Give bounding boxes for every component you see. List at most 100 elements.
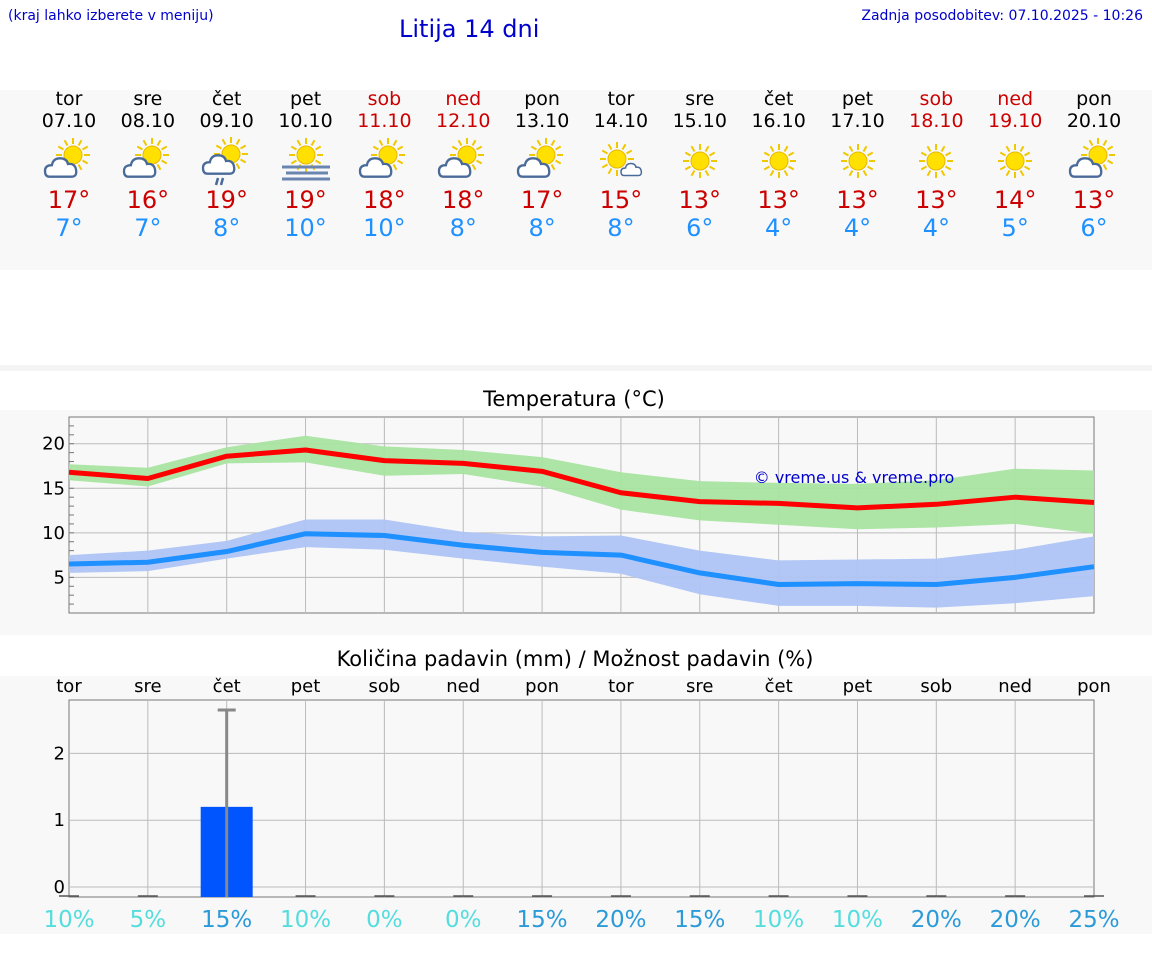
max-temperature: 16°: [126, 186, 170, 214]
cloud-glyph: [201, 154, 236, 175]
day-date: 13.10: [514, 110, 570, 132]
x-day-label: sre: [686, 676, 713, 697]
max-temperature: 13°: [678, 186, 722, 214]
min-temperature: 8°: [607, 214, 635, 242]
min-temperature: 8°: [213, 214, 241, 242]
max-temperature-line: [68, 447, 1095, 511]
day-date: 10.10: [278, 110, 333, 132]
max-temperature: 13°: [1072, 186, 1116, 214]
min-temperature: 7°: [134, 214, 162, 242]
sun-glyph: [919, 144, 954, 178]
sun-cloud-icon: [39, 136, 99, 186]
precipitation-probability: 15%: [517, 907, 568, 933]
day-column: ned 12.10 18° 8°: [423, 88, 503, 242]
day-date: 19.10: [987, 110, 1043, 132]
min-temperature: 6°: [686, 214, 714, 242]
max-temperature: 17°: [47, 186, 91, 214]
day-date: 09.10: [199, 110, 254, 132]
min-temperature-line: [68, 531, 1095, 587]
day-column: tor 07.10 17° 7°: [29, 88, 109, 242]
divider: [0, 365, 1152, 371]
temperature-chart-title: Temperatura (°C): [483, 387, 665, 411]
sun-icon: [749, 136, 809, 186]
day-date: 08.10: [120, 110, 176, 132]
day-name: sob: [919, 88, 954, 110]
max-temperature: 19°: [205, 186, 248, 214]
min-temperature: 8°: [528, 214, 556, 242]
max-temperature: 13°: [915, 186, 958, 214]
day-name: pon: [524, 88, 560, 110]
y-tick-label: 0: [54, 877, 65, 898]
precipitation-chart: tor sre čet pet sob ned pon tor sre čet pet sob ned p…: [43, 676, 1119, 933]
day-date: 14.10: [593, 110, 649, 132]
sun-glyph: [371, 138, 406, 172]
min-temperature: 4°: [922, 214, 950, 242]
x-day-label: pet: [843, 676, 873, 697]
x-day-label: ned: [998, 676, 1032, 697]
day-date: 16.10: [751, 110, 806, 132]
y-tick-label: 5: [54, 567, 65, 588]
min-temperature: 10°: [284, 214, 327, 242]
sun-glyph: [288, 138, 323, 172]
cloud-glyph: [438, 157, 472, 178]
day-column: pet 10.10 19° 10°: [266, 88, 346, 242]
max-temperature: 18°: [363, 186, 406, 214]
day-date: 17.10: [830, 110, 885, 132]
day-name: sob: [367, 88, 402, 110]
sun-icon: [985, 136, 1045, 186]
day-name: ned: [997, 88, 1034, 110]
x-day-label: sob: [368, 676, 400, 697]
precipitation-probability: 10%: [753, 907, 804, 933]
cloud-glyph: [359, 157, 393, 178]
y-tick-label: 1: [54, 810, 65, 831]
max-temperature: 19°: [284, 186, 327, 214]
day-column: sre 08.10 16° 7°: [108, 88, 188, 242]
sun-cloud-icon: [1064, 136, 1124, 186]
precipitation-probability: 0%: [366, 907, 403, 933]
sun-cloud-icon: [512, 136, 572, 186]
min-temperature: 4°: [765, 214, 793, 242]
day-column: pon 20.10 13° 6°: [1054, 88, 1134, 242]
day-column: čet 09.10 19° 8°: [187, 88, 267, 242]
precipitation-probability: 10%: [832, 907, 883, 933]
cloud-glyph: [516, 157, 551, 178]
min-temperature: 10°: [363, 214, 406, 242]
sun-icon: [670, 136, 730, 186]
max-temperature: 13°: [836, 186, 879, 214]
page-title: Litija 14 dni: [399, 15, 540, 43]
day-column: pon 13.10 17° 8°: [502, 88, 582, 242]
location-hint: (kraj lahko izberete v meniju): [8, 8, 214, 24]
max-temperature: 14°: [993, 186, 1037, 214]
sun-icon: [906, 136, 966, 186]
x-day-label: tor: [608, 676, 634, 697]
cloud-glyph: [43, 157, 78, 178]
precipitation-probability: 5%: [130, 907, 167, 933]
x-day-label: pet: [291, 676, 321, 697]
x-day-label: tor: [56, 676, 82, 697]
precipitation-probability: 10%: [43, 907, 94, 933]
forecast-strip: [0, 90, 1152, 270]
last-update: Zadnja posodobitev: 07.10.2025 - 10:26: [861, 8, 1143, 24]
day-column: sob 18.10 13° 4°: [896, 88, 976, 242]
max-temperature: 15°: [599, 186, 643, 214]
day-name: pet: [841, 88, 874, 110]
day-date: 18.10: [909, 110, 964, 132]
sun-glyph: [682, 144, 717, 178]
max-temperature: 17°: [520, 186, 564, 214]
x-day-label: sob: [920, 676, 952, 697]
max-temperature: 13°: [757, 186, 800, 214]
min-temperature: 7°: [55, 214, 83, 242]
day-name: čet: [763, 88, 794, 110]
fog-glyph: [281, 165, 330, 181]
max-temperature: 18°: [441, 186, 485, 214]
y-tick-label: 2: [54, 743, 65, 764]
y-tick-label: 10: [42, 523, 65, 544]
cloud-glyph: [1068, 157, 1103, 178]
precipitation-probability: 20%: [990, 907, 1041, 933]
sun-cloud-icon: [433, 136, 493, 186]
day-column: ned 19.10 14° 5°: [975, 88, 1055, 242]
min-temperature: 8°: [449, 214, 477, 242]
day-name: pet: [289, 88, 322, 110]
temperature-chart: 5 10 15 20 © vreme.us & vreme.pro: [42, 416, 1095, 614]
x-day-label: čet: [765, 676, 793, 697]
